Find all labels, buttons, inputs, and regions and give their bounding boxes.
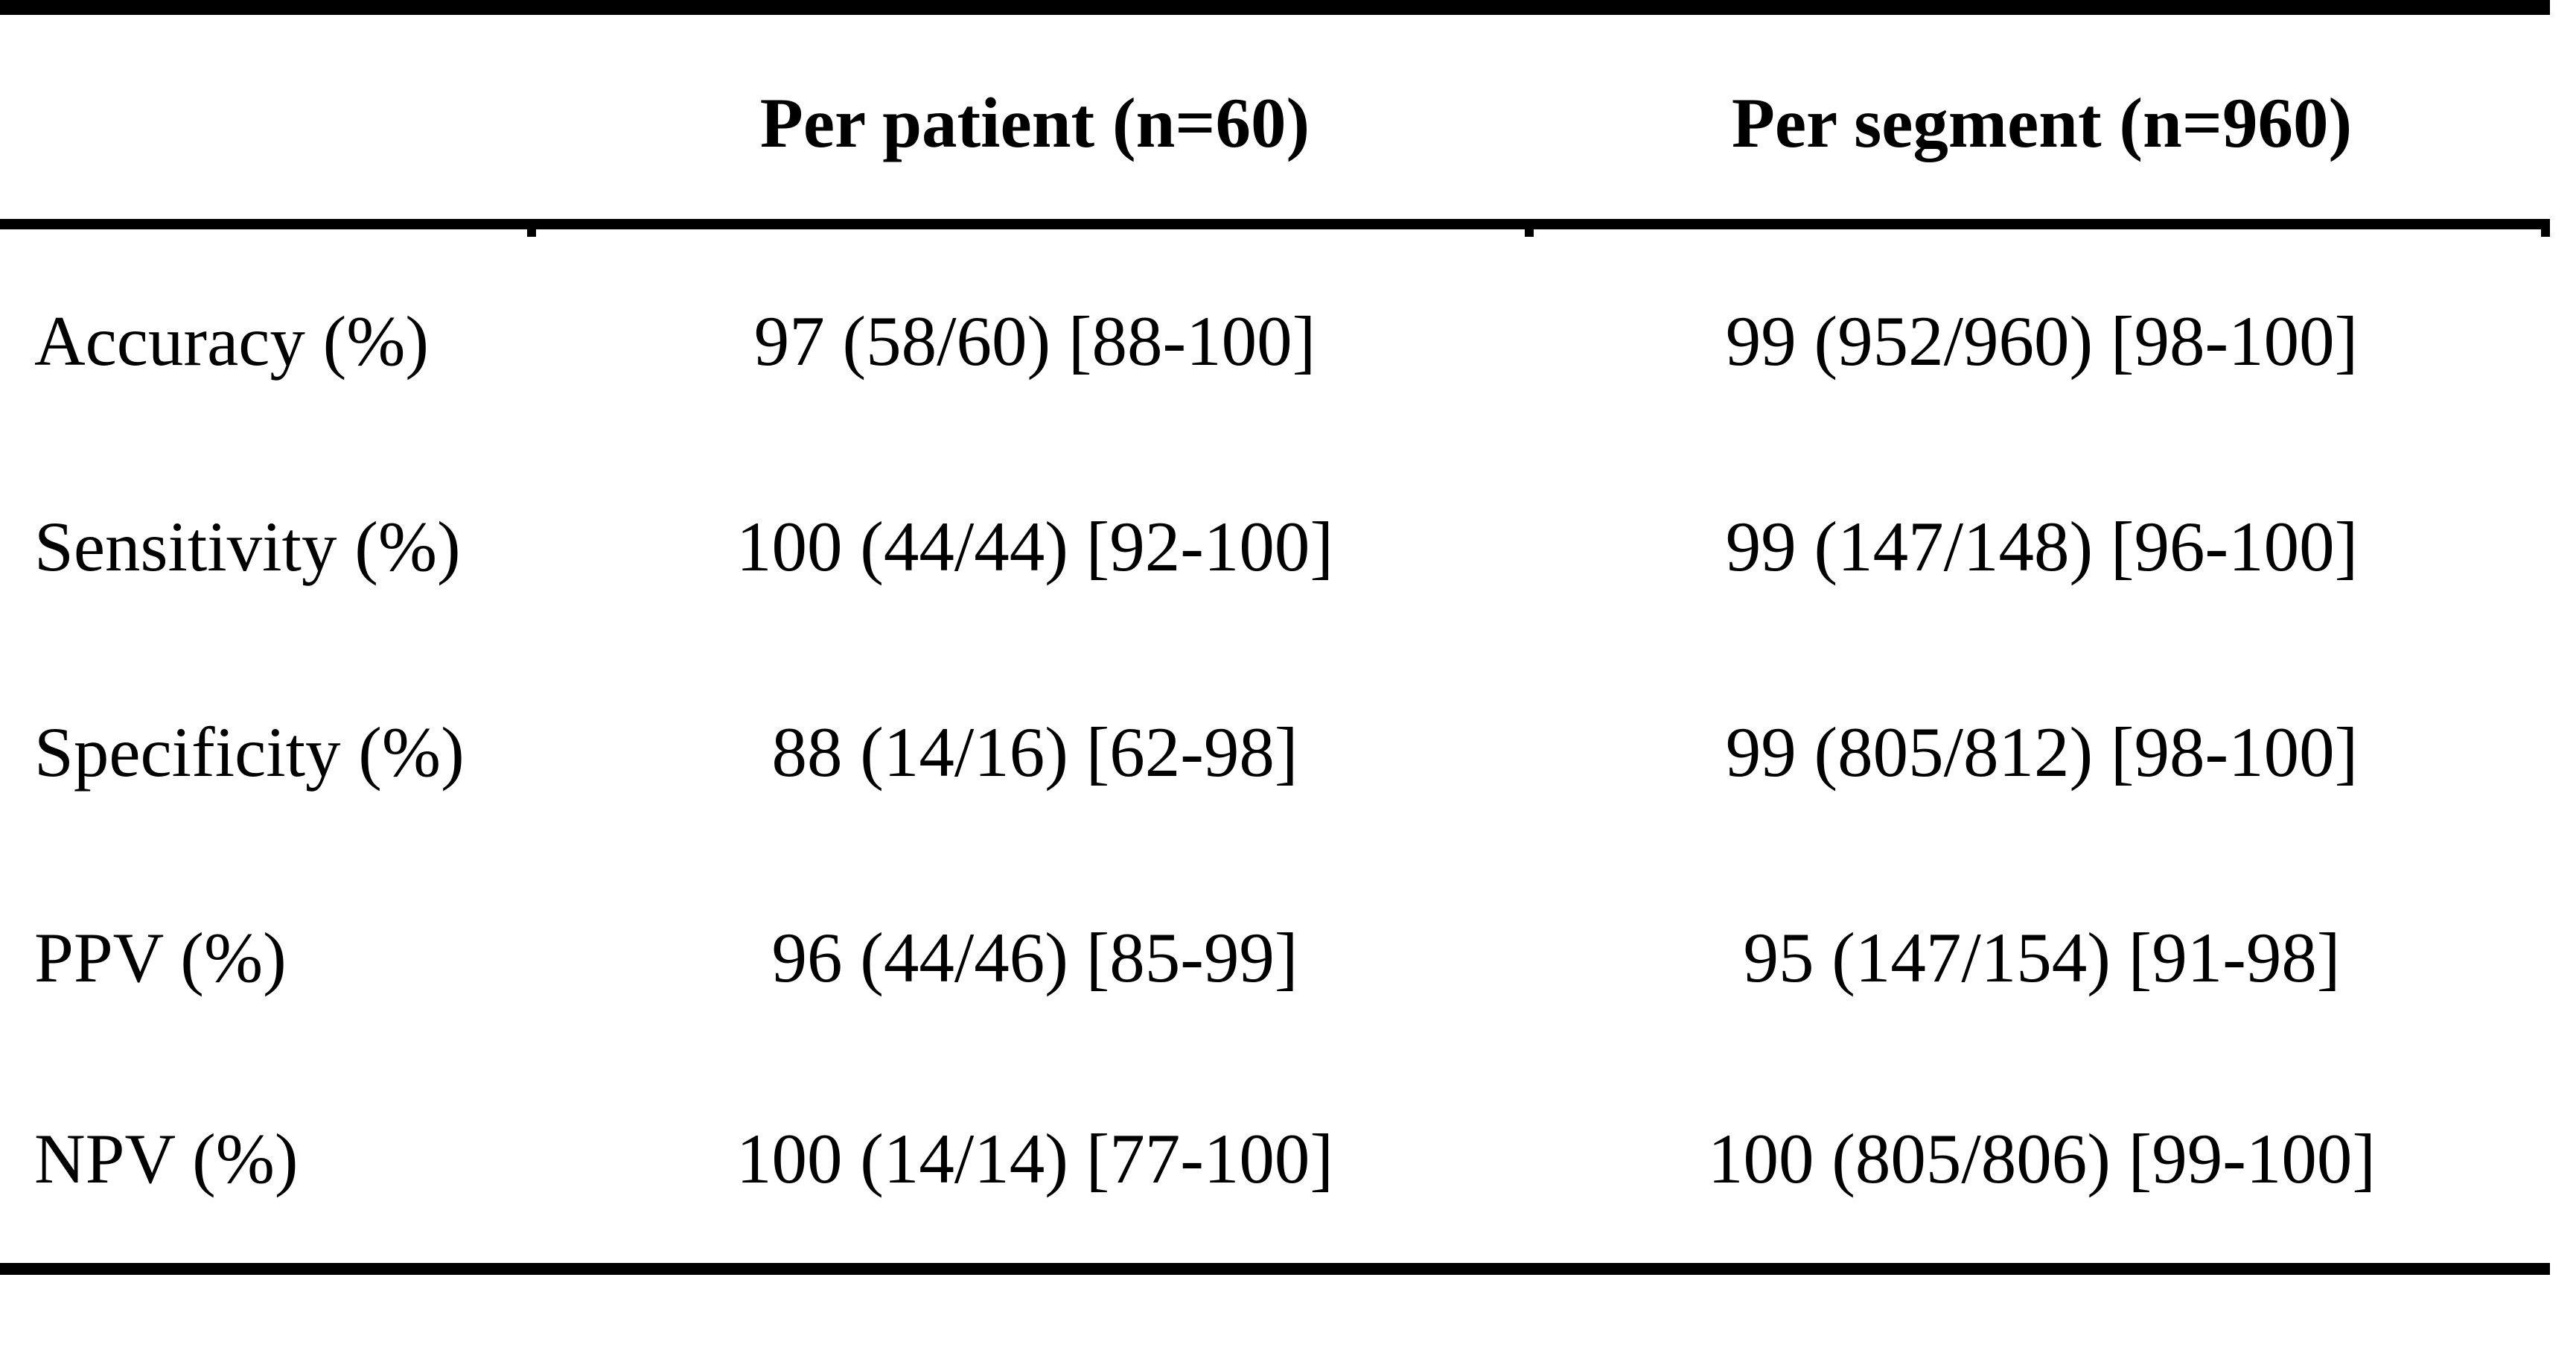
table-bottom-rule bbox=[0, 1263, 2550, 1275]
per-segment-value: 99 (147/148) [96-100] bbox=[1725, 507, 2359, 586]
column-divider-tick bbox=[527, 219, 536, 237]
table-row: NPV (%) 100 (14/14) [77-100] 100 (805/80… bbox=[0, 1056, 2550, 1261]
row-label: PPV (%) bbox=[34, 918, 287, 997]
table-row: Sensitivity (%) 100 (44/44) [92-100] 99 … bbox=[0, 444, 2550, 649]
row-label: Accuracy (%) bbox=[34, 302, 430, 381]
per-segment-value: 100 (805/806) [99-100] bbox=[1707, 1119, 2376, 1198]
table-row: Specificity (%) 88 (14/16) [62-98] 99 (8… bbox=[0, 649, 2550, 855]
per-patient-value: 100 (44/44) [92-100] bbox=[736, 507, 1334, 586]
header-per-patient: Per patient (n=60) bbox=[759, 83, 1310, 162]
per-patient-value: 100 (14/14) [77-100] bbox=[736, 1119, 1334, 1198]
per-segment-value: 99 (805/812) [98-100] bbox=[1725, 713, 2359, 792]
per-segment-value: 95 (147/154) [91-98] bbox=[1743, 918, 2341, 997]
row-label: Sensitivity (%) bbox=[34, 507, 461, 586]
table-row: PPV (%) 96 (44/46) [85-99] 95 (147/154) … bbox=[0, 855, 2550, 1060]
column-divider-tick bbox=[1525, 219, 1534, 237]
table-row: Accuracy (%) 97 (58/60) [88-100] 99 (952… bbox=[0, 238, 2550, 444]
column-divider-tick bbox=[2541, 219, 2550, 237]
row-label: Specificity (%) bbox=[34, 713, 465, 792]
header-per-segment: Per segment (n=960) bbox=[1731, 83, 2353, 162]
table-header-rule bbox=[0, 219, 2550, 229]
per-patient-value: 96 (44/46) [85-99] bbox=[771, 918, 1298, 997]
row-label: NPV (%) bbox=[34, 1119, 299, 1198]
per-segment-value: 99 (952/960) [98-100] bbox=[1725, 302, 2359, 381]
per-patient-value: 97 (58/60) [88-100] bbox=[753, 302, 1316, 381]
per-patient-value: 88 (14/16) [62-98] bbox=[771, 713, 1298, 792]
table-top-rule bbox=[0, 0, 2550, 15]
